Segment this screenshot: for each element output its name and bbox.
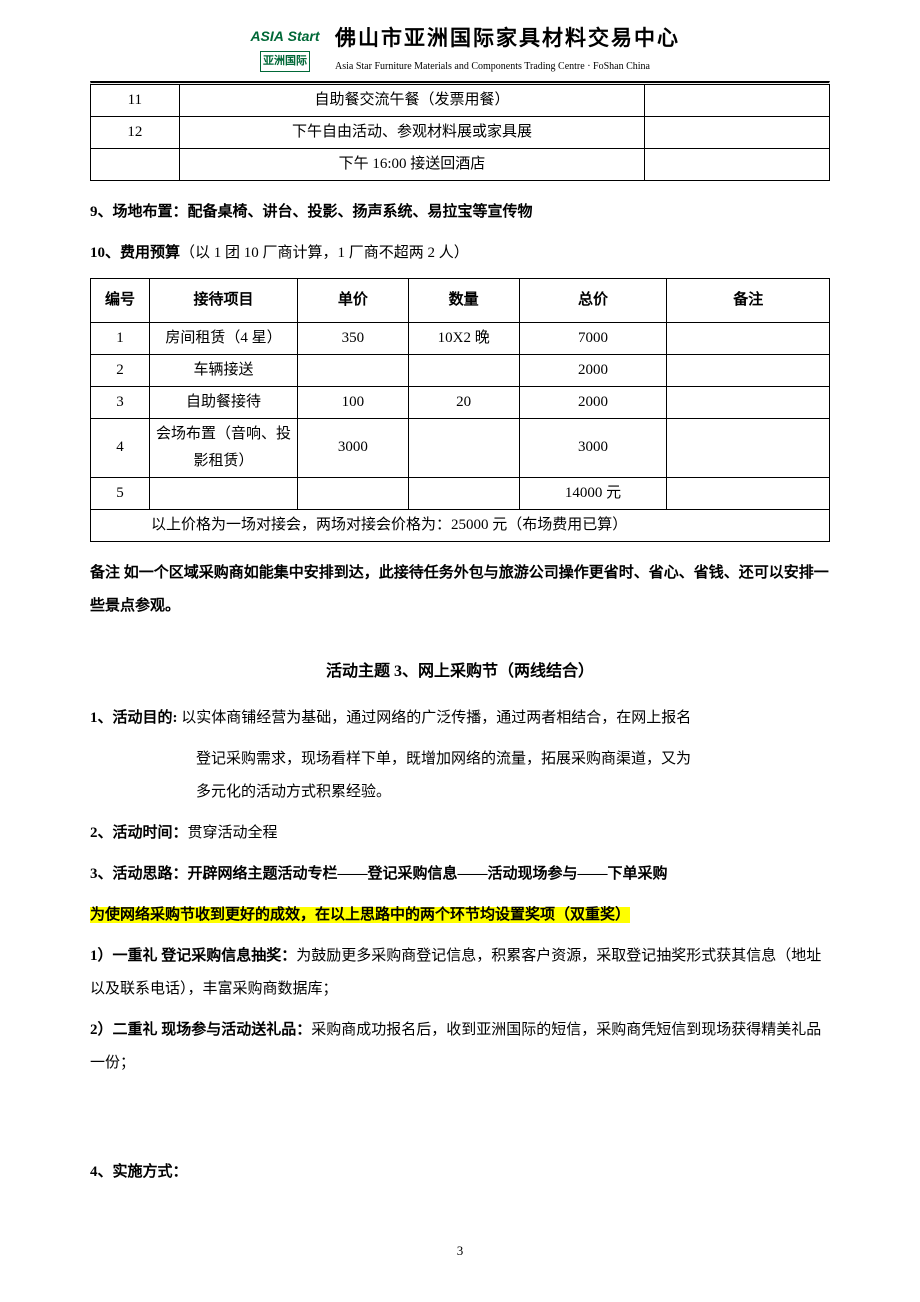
item-1-label: 1、活动目的:	[90, 710, 181, 726]
spacer	[90, 1088, 830, 1148]
section-10-text: （以 1 团 10 厂商计算，1 厂商不超两 2 人）	[180, 245, 469, 261]
header-title-block: 佛山市亚洲国际家具材料交易中心 Asia Star Furniture Mate…	[335, 20, 680, 76]
activity-item-3: 3、活动思路：开辟网络主题活动专栏——登记采购信息——活动现场参与——下单采购	[90, 858, 830, 891]
highlight-text: 为使网络采购节收到更好的成效，在以上思路中的两个环节均设置奖项（双重奖）	[90, 907, 630, 923]
schedule-note	[645, 148, 830, 180]
budget-num: 5	[91, 477, 150, 509]
remark-label: 备注	[90, 565, 120, 581]
budget-note	[667, 322, 830, 354]
activity-item-4: 4、实施方式：	[90, 1156, 830, 1189]
table-row: 1 房间租赁（4 星） 350 10X2 晚 7000	[91, 322, 830, 354]
schedule-note	[645, 84, 830, 116]
budget-total: 2000	[519, 354, 667, 386]
document-header: ASIA Start 亚洲国际 佛山市亚洲国际家具材料交易中心 Asia Sta…	[90, 20, 830, 76]
budget-price: 100	[297, 386, 408, 418]
budget-note	[667, 477, 830, 509]
budget-note	[667, 386, 830, 418]
budget-price	[297, 354, 408, 386]
header-title-cn: 佛山市亚洲国际家具材料交易中心	[335, 20, 680, 58]
schedule-table: 11 自助餐交流午餐（发票用餐） 12 下午自由活动、参观材料展或家具展 下午 …	[90, 84, 830, 181]
section-10: 10、费用预算（以 1 团 10 厂商计算，1 厂商不超两 2 人）	[90, 237, 830, 270]
item-2-label: 2、活动时间：	[90, 825, 188, 841]
budget-num: 3	[91, 386, 150, 418]
remark-text: 如一个区域采购商如能集中安排到达，此接待任务外包与旅游公司操作更省时、省心、省钱…	[90, 565, 829, 614]
logo-text-bottom: 亚洲国际	[260, 51, 310, 73]
budget-note	[667, 418, 830, 477]
budget-price: 350	[297, 322, 408, 354]
budget-price: 3000	[297, 418, 408, 477]
budget-qty: 10X2 晚	[408, 322, 519, 354]
section-9-text: 配备桌椅、讲台、投影、扬声系统、易拉宝等宣传物	[188, 204, 533, 220]
budget-item: 房间租赁（4 星）	[150, 322, 298, 354]
logo: ASIA Start 亚洲国际	[250, 25, 320, 70]
budget-header-price: 单价	[297, 278, 408, 322]
logo-text-top: ASIA	[250, 28, 283, 44]
budget-qty: 20	[408, 386, 519, 418]
section-9: 9、场地布置：配备桌椅、讲台、投影、扬声系统、易拉宝等宣传物	[90, 196, 830, 229]
logo-text-start: Start	[288, 28, 320, 44]
highlight-line: 为使网络采购节收到更好的成效，在以上思路中的两个环节均设置奖项（双重奖）	[90, 899, 830, 932]
budget-header-num: 编号	[91, 278, 150, 322]
activity-item-2: 2、活动时间：贯穿活动全程	[90, 817, 830, 850]
reward-2-label: 2）二重礼 现场参与活动送礼品：	[90, 1022, 311, 1038]
budget-num: 4	[91, 418, 150, 477]
table-row: 下午 16:00 接送回酒店	[91, 148, 830, 180]
budget-qty	[408, 418, 519, 477]
table-row: 12 下午自由活动、参观材料展或家具展	[91, 116, 830, 148]
schedule-num: 12	[91, 116, 180, 148]
budget-header-item: 接待项目	[150, 278, 298, 322]
table-row: 4 会场布置（音响、投影租赁） 3000 3000	[91, 418, 830, 477]
budget-note	[667, 354, 830, 386]
remark-paragraph: 备注 如一个区域采购商如能集中安排到达，此接待任务外包与旅游公司操作更省时、省心…	[90, 557, 830, 623]
budget-total: 3000	[519, 418, 667, 477]
schedule-content: 下午 16:00 接送回酒店	[179, 148, 645, 180]
budget-num: 1	[91, 322, 150, 354]
table-row: 2 车辆接送 2000	[91, 354, 830, 386]
section-9-label: 9、场地布置：	[90, 204, 188, 220]
schedule-content: 下午自由活动、参观材料展或家具展	[179, 116, 645, 148]
activity-item-1: 1、活动目的: 以实体商铺经营为基础，通过网络的广泛传播，通过两者相结合，在网上…	[90, 702, 830, 735]
item-1-line1: 以实体商铺经营为基础，通过网络的广泛传播，通过两者相结合，在网上报名	[181, 710, 691, 726]
budget-table: 编号 接待项目 单价 数量 总价 备注 1 房间租赁（4 星） 350 10X2…	[90, 278, 830, 542]
reward-1: 1）一重礼 登记采购信息抽奖：为鼓励更多采购商登记信息，积累客户资源，采取登记抽…	[90, 940, 830, 1006]
table-header-row: 编号 接待项目 单价 数量 总价 备注	[91, 278, 830, 322]
item-3-text: 开辟网络主题活动专栏——登记采购信息——活动现场参与——下单采购	[188, 866, 668, 882]
budget-header-qty: 数量	[408, 278, 519, 322]
page-number: 3	[90, 1239, 830, 1262]
reward-1-label: 1）一重礼 登记采购信息抽奖：	[90, 948, 296, 964]
schedule-num	[91, 148, 180, 180]
activity-section-title: 活动主题 3、网上采购节（两线结合）	[90, 658, 830, 687]
table-row: 3 自助餐接待 100 20 2000	[91, 386, 830, 418]
budget-item	[150, 477, 298, 509]
budget-price	[297, 477, 408, 509]
budget-item: 车辆接送	[150, 354, 298, 386]
budget-header-note: 备注	[667, 278, 830, 322]
budget-num: 2	[91, 354, 150, 386]
table-row: 11 自助餐交流午餐（发票用餐）	[91, 84, 830, 116]
table-footer-row: 以上价格为一场对接会，两场对接会价格为：25000 元（布场费用已算）	[91, 509, 830, 541]
reward-2: 2）二重礼 现场参与活动送礼品：采购商成功报名后，收到亚洲国际的短信，采购商凭短…	[90, 1014, 830, 1080]
budget-qty	[408, 354, 519, 386]
section-10-label: 10、费用预算	[90, 245, 180, 261]
budget-qty	[408, 477, 519, 509]
item-4-label: 4、实施方式：	[90, 1164, 188, 1180]
budget-header-total: 总价	[519, 278, 667, 322]
budget-total: 14000 元	[519, 477, 667, 509]
table-row: 5 14000 元	[91, 477, 830, 509]
item-1-line2: 登记采购需求，现场看样下单，既增加网络的流量，拓展采购商渠道，又为	[90, 743, 830, 776]
header-title-en: Asia Star Furniture Materials and Compon…	[335, 58, 680, 76]
schedule-note	[645, 116, 830, 148]
budget-total: 7000	[519, 322, 667, 354]
schedule-content: 自助餐交流午餐（发票用餐）	[179, 84, 645, 116]
item-3-label: 3、活动思路：	[90, 866, 188, 882]
item-2-text: 贯穿活动全程	[188, 825, 278, 841]
budget-footer: 以上价格为一场对接会，两场对接会价格为：25000 元（布场费用已算）	[91, 509, 830, 541]
schedule-num: 11	[91, 84, 180, 116]
item-1-line3: 多元化的活动方式积累经验。	[90, 776, 830, 809]
budget-total: 2000	[519, 386, 667, 418]
budget-item: 自助餐接待	[150, 386, 298, 418]
budget-item: 会场布置（音响、投影租赁）	[150, 418, 298, 477]
